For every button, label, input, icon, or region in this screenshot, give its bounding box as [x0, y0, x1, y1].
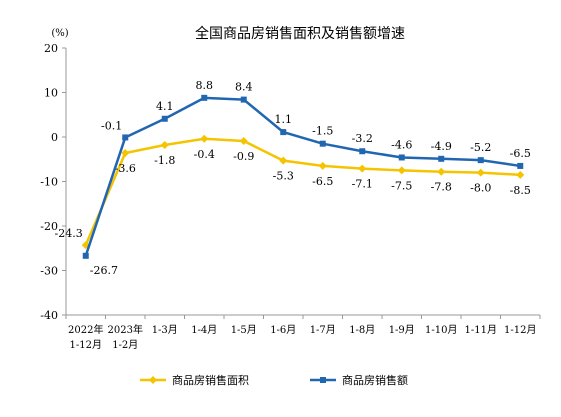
data-point-amount: [517, 162, 524, 169]
y-tick-label: -20: [40, 220, 58, 233]
series-line-amount: [84, 96, 521, 257]
data-point-amount: [201, 94, 208, 101]
data-point-area: [476, 168, 485, 177]
x-tick-label: 1-8月: [349, 324, 375, 336]
data-label-amount: 1.1: [275, 113, 293, 126]
legend-label-amount: 商品房销售额: [342, 373, 408, 387]
x-tick-label: 1-4月: [191, 324, 217, 336]
chart-title: 全国商品房销售面积及销售额增速: [195, 25, 405, 42]
data-label-amount: -4.6: [391, 138, 412, 151]
data-label-amount: -0.1: [101, 119, 122, 132]
x-tick-label: 1-2月: [112, 339, 138, 351]
data-point-area: [200, 134, 209, 143]
data-label-area: -7.1: [352, 178, 373, 191]
data-label-area: -0.9: [233, 150, 254, 163]
data-label-area: -0.4: [194, 148, 215, 161]
data-label-amount: 4.1: [156, 100, 174, 113]
data-point-amount: [359, 148, 366, 155]
x-tick-label: 2022年: [68, 323, 103, 336]
data-point-amount: [122, 134, 129, 141]
data-label-amount: -1.5: [312, 125, 333, 138]
data-label-area: -5.3: [273, 170, 294, 183]
x-tick-label: 1-9月: [389, 324, 415, 336]
data-point-amount: [280, 129, 287, 136]
x-tick-label: 1-12月: [70, 339, 102, 351]
legend: 商品房销售面积 商品房销售额: [140, 373, 408, 387]
data-label-area: -8.5: [510, 184, 531, 197]
data-label-amount: 8.8: [196, 79, 214, 92]
data-label-area: -3.6: [115, 162, 136, 175]
data-label-amount: -26.7: [90, 264, 118, 277]
data-point-area: [358, 164, 367, 173]
data-point-area: [516, 170, 525, 179]
y-tick-label: 10: [44, 87, 58, 100]
axes: 20 10 0 -10 -20 -30 -40 2022年 1-12月 2023年 1-2月 1-3月…: [40, 42, 541, 351]
legend-marker-amount: [320, 377, 326, 383]
x-tick-label: 1-7月: [310, 324, 336, 336]
y-axis-unit: (%): [51, 28, 68, 39]
data-label-amount: -5.2: [470, 141, 491, 154]
data-point-area: [279, 156, 288, 165]
data-point-amount: [82, 252, 89, 259]
data-label-amount: -6.5: [510, 147, 531, 160]
data-point-amount: [438, 155, 445, 162]
data-point-area: [121, 149, 130, 158]
data-label-amount: -3.2: [352, 132, 373, 145]
x-tick-label: 1-10月: [425, 324, 457, 336]
x-tick-label: 1-3月: [152, 324, 178, 336]
series-area: -24.3 -3.6 -1.8 -0.4 -0.9 -5.3 -6.5 -7.1 -7.5 -7.…: [55, 134, 531, 250]
data-label-amount: 8.4: [235, 81, 253, 94]
data-label-area: -8.0: [470, 182, 491, 195]
y-tick-label: 0: [51, 131, 58, 144]
x-tick-label: 1-6月: [270, 324, 296, 336]
y-tick-label: -30: [40, 265, 58, 278]
data-point-area: [160, 141, 169, 150]
x-tick-label: 2023年: [108, 323, 143, 336]
data-point-area: [239, 137, 248, 146]
data-point-amount: [161, 115, 168, 122]
y-tick-label: -10: [40, 176, 58, 189]
x-tick-label: 1-5月: [231, 324, 257, 336]
x-tick-label: 1-12月: [504, 324, 536, 336]
data-label-area: -6.5: [312, 175, 333, 188]
series-amount: -26.7 -0.1 4.1 8.8 8.4 1.1 -1.5 -3.2 -4.6 -4.9 -5.…: [82, 79, 531, 277]
data-point-amount: [398, 154, 405, 161]
data-point-amount: [319, 140, 326, 147]
data-label-area: -7.5: [391, 179, 412, 192]
data-point-area: [318, 161, 327, 170]
legend-label-area: 商品房销售面积: [172, 373, 249, 387]
series-line-area: [84, 137, 521, 246]
data-point-area: [437, 167, 446, 176]
data-point-amount: [240, 96, 247, 103]
x-tick-label: 1-11月: [465, 324, 497, 336]
y-tick-label: -40: [40, 309, 58, 322]
data-label-area: -24.3: [55, 227, 83, 240]
data-point-area: [397, 166, 406, 175]
legend-marker-area: [149, 376, 157, 384]
data-label-area: -1.8: [154, 154, 175, 167]
data-point-amount: [477, 157, 484, 164]
data-label-area: -7.8: [431, 181, 452, 194]
data-label-amount: -4.9: [431, 140, 452, 153]
y-tick-label: 20: [44, 42, 58, 55]
